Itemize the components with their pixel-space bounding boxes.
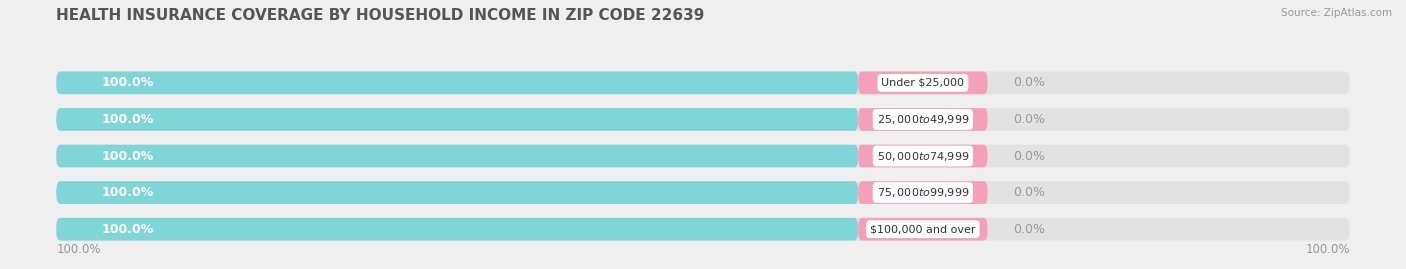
Text: 100.0%: 100.0% bbox=[101, 150, 153, 162]
FancyBboxPatch shape bbox=[858, 181, 987, 204]
Text: 100.0%: 100.0% bbox=[101, 223, 153, 236]
Text: 100.0%: 100.0% bbox=[1305, 243, 1350, 256]
FancyBboxPatch shape bbox=[858, 72, 987, 94]
Text: $50,000 to $74,999: $50,000 to $74,999 bbox=[877, 150, 969, 162]
Text: 0.0%: 0.0% bbox=[1014, 223, 1046, 236]
FancyBboxPatch shape bbox=[56, 72, 858, 94]
FancyBboxPatch shape bbox=[56, 145, 858, 167]
FancyBboxPatch shape bbox=[858, 145, 987, 167]
FancyBboxPatch shape bbox=[56, 218, 858, 240]
Text: 0.0%: 0.0% bbox=[1014, 76, 1046, 89]
Text: Under $25,000: Under $25,000 bbox=[882, 78, 965, 88]
Text: $100,000 and over: $100,000 and over bbox=[870, 224, 976, 234]
FancyBboxPatch shape bbox=[56, 108, 1350, 131]
FancyBboxPatch shape bbox=[56, 218, 1350, 240]
Text: $75,000 to $99,999: $75,000 to $99,999 bbox=[877, 186, 969, 199]
Text: 100.0%: 100.0% bbox=[101, 76, 153, 89]
Text: 0.0%: 0.0% bbox=[1014, 186, 1046, 199]
FancyBboxPatch shape bbox=[56, 108, 858, 131]
Text: 0.0%: 0.0% bbox=[1014, 113, 1046, 126]
Text: 0.0%: 0.0% bbox=[1014, 150, 1046, 162]
FancyBboxPatch shape bbox=[56, 181, 1350, 204]
FancyBboxPatch shape bbox=[56, 72, 1350, 94]
Text: 100.0%: 100.0% bbox=[56, 243, 101, 256]
FancyBboxPatch shape bbox=[858, 218, 987, 240]
Text: Source: ZipAtlas.com: Source: ZipAtlas.com bbox=[1281, 8, 1392, 18]
FancyBboxPatch shape bbox=[56, 145, 1350, 167]
Text: 100.0%: 100.0% bbox=[101, 113, 153, 126]
Text: 100.0%: 100.0% bbox=[101, 186, 153, 199]
Text: $25,000 to $49,999: $25,000 to $49,999 bbox=[877, 113, 969, 126]
FancyBboxPatch shape bbox=[858, 108, 987, 131]
Text: HEALTH INSURANCE COVERAGE BY HOUSEHOLD INCOME IN ZIP CODE 22639: HEALTH INSURANCE COVERAGE BY HOUSEHOLD I… bbox=[56, 8, 704, 23]
FancyBboxPatch shape bbox=[56, 181, 858, 204]
